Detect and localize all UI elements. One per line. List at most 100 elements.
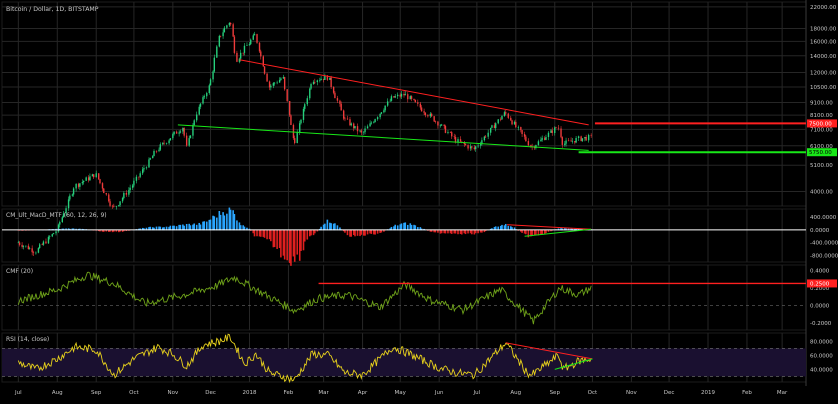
- candle[interactable]: [259, 42, 260, 53]
- candle-body: [52, 234, 53, 236]
- candle-body: [190, 136, 191, 138]
- candle-body: [270, 86, 271, 88]
- macd-bar: [260, 230, 262, 237]
- candle-body: [42, 244, 43, 245]
- candle[interactable]: [232, 23, 233, 37]
- candle-body: [168, 140, 169, 143]
- candle[interactable]: [329, 78, 330, 80]
- candle[interactable]: [103, 188, 104, 193]
- candle[interactable]: [290, 114, 291, 125]
- candle-body: [555, 127, 556, 128]
- candle-body: [433, 116, 434, 121]
- candle-body: [186, 136, 187, 146]
- candle[interactable]: [234, 35, 235, 54]
- candle-body: [72, 195, 73, 196]
- candle[interactable]: [219, 35, 220, 48]
- candle-body: [562, 137, 563, 145]
- candle-body: [178, 133, 179, 134]
- candle-body: [359, 131, 360, 132]
- candle-body: [88, 177, 89, 180]
- macd-bar: [350, 230, 352, 237]
- macd-bar: [525, 230, 527, 234]
- candle-body: [294, 138, 295, 143]
- candle-body: [35, 253, 36, 254]
- candle-body: [58, 225, 59, 232]
- macd-bar: [377, 230, 379, 234]
- x-tick-label: May: [395, 390, 407, 396]
- candle[interactable]: [38, 247, 39, 253]
- candle-body: [266, 74, 267, 82]
- candle-body: [415, 100, 416, 102]
- candle-body: [212, 71, 213, 79]
- macd-bar: [521, 230, 523, 233]
- candle-body: [407, 94, 408, 99]
- macd-bar: [354, 230, 356, 236]
- candle-body: [465, 144, 466, 145]
- candle-body: [163, 143, 164, 144]
- candle-body: [313, 82, 314, 84]
- candle[interactable]: [433, 116, 434, 122]
- candle-body: [558, 128, 559, 129]
- candle-body: [387, 101, 388, 105]
- candle-body: [182, 128, 183, 131]
- candle-body: [524, 134, 525, 137]
- candle[interactable]: [266, 73, 267, 82]
- candle[interactable]: [284, 77, 285, 91]
- candle[interactable]: [289, 101, 290, 117]
- candle[interactable]: [216, 45, 217, 58]
- candle[interactable]: [286, 89, 287, 102]
- candle-body: [276, 83, 277, 84]
- candle[interactable]: [580, 136, 581, 142]
- macd-bar: [296, 230, 298, 255]
- candle-body: [538, 141, 539, 145]
- candle[interactable]: [263, 55, 264, 66]
- cmf-tick-label: 0.0000: [810, 303, 830, 309]
- price-tag-label: 7500.00: [809, 121, 832, 127]
- macd-bar: [411, 225, 413, 230]
- candle-body: [113, 206, 114, 207]
- macd-bar: [236, 220, 238, 230]
- macd-bar: [457, 230, 459, 234]
- candle-body: [150, 158, 151, 159]
- candle-body: [490, 128, 491, 133]
- macd-bar: [256, 230, 258, 236]
- candle-body: [560, 129, 561, 138]
- candle-body: [363, 132, 364, 133]
- candle-body: [435, 121, 436, 122]
- candle[interactable]: [98, 173, 99, 180]
- candle-body: [470, 146, 471, 148]
- candle-body: [123, 193, 124, 198]
- candle-body: [544, 138, 545, 140]
- price-tick-label: 14000.00: [810, 54, 837, 60]
- candle-body: [264, 66, 265, 73]
- macd-tick-label: -800.0000: [810, 254, 838, 260]
- price-tag-label: 5750.00: [809, 150, 832, 156]
- candle-body: [209, 85, 210, 93]
- candle-body: [450, 132, 451, 133]
- candle-body: [545, 137, 546, 140]
- candle[interactable]: [415, 99, 416, 102]
- candle-body: [367, 126, 368, 128]
- candle-body: [49, 236, 50, 237]
- candle-body: [148, 159, 149, 167]
- candle-body: [333, 87, 334, 93]
- candle[interactable]: [264, 66, 265, 75]
- candle-body: [210, 79, 211, 85]
- candle-body: [570, 141, 571, 142]
- candle-body: [299, 123, 300, 132]
- candle[interactable]: [374, 119, 375, 123]
- candle-body: [361, 131, 362, 133]
- candle[interactable]: [256, 34, 257, 44]
- candle[interactable]: [170, 138, 171, 141]
- candle-body: [427, 115, 428, 116]
- candle-body: [243, 53, 244, 54]
- macd-bar: [196, 225, 198, 230]
- candle-body: [441, 125, 442, 126]
- candle-body: [374, 119, 375, 122]
- x-tick-label: Sep: [550, 390, 561, 396]
- macd-tick-label: -400.0000: [810, 241, 838, 247]
- candle-body: [39, 244, 40, 248]
- candle-body: [413, 99, 414, 100]
